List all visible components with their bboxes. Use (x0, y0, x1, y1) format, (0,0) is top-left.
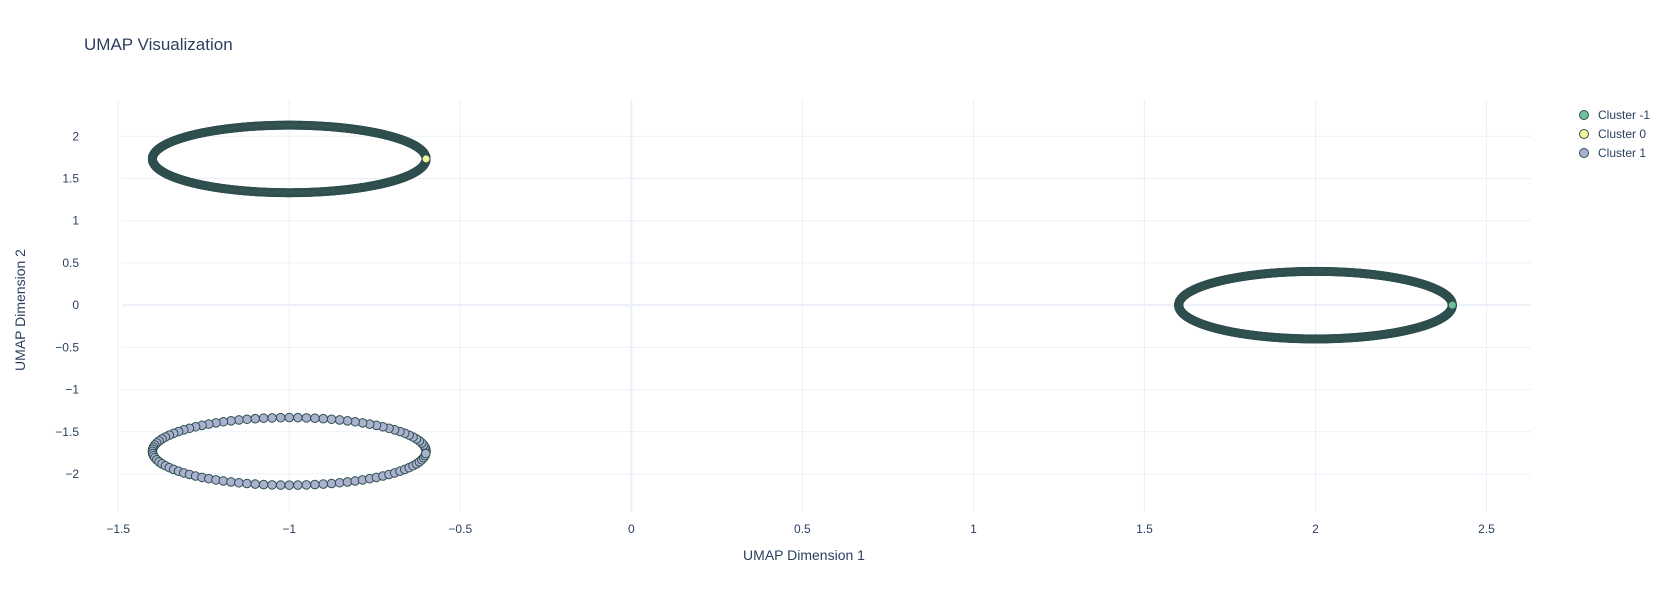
data-point[interactable] (226, 477, 236, 487)
legend[interactable]: Cluster -1 Cluster 0 Cluster 1 (1579, 108, 1651, 160)
legend-item[interactable]: Cluster 1 (1579, 146, 1647, 160)
data-point[interactable] (250, 413, 261, 424)
x-tick-label: 2.5 (1478, 522, 1495, 536)
y-tick-label: 1.5 (62, 172, 79, 186)
data-point[interactable] (284, 480, 295, 490)
legend-label: Cluster 1 (1598, 146, 1646, 160)
data-point[interactable] (301, 480, 312, 490)
data-point[interactable] (334, 477, 345, 488)
y-axis-ticks: −2 −1.5 −1 −0.5 0 0.5 1 1.5 2 (55, 129, 79, 481)
x-tick-label: 0.5 (794, 522, 811, 536)
data-point[interactable] (293, 412, 303, 423)
legend-label: Cluster 0 (1598, 127, 1646, 141)
data-point[interactable] (421, 448, 431, 459)
data-point[interactable] (275, 412, 286, 423)
data-point[interactable] (421, 154, 431, 164)
legend-marker (1579, 129, 1589, 139)
y-tick-label: −1.5 (55, 425, 79, 439)
data-point[interactable] (284, 412, 295, 423)
y-tick-label: −2 (65, 467, 79, 481)
data-point[interactable] (326, 414, 337, 425)
data-point[interactable] (267, 413, 277, 423)
data-point[interactable] (318, 479, 329, 489)
data-point[interactable] (334, 415, 345, 425)
y-tick-label: −1 (65, 383, 79, 397)
data-point[interactable] (310, 479, 320, 490)
data-point[interactable] (234, 477, 244, 488)
legend-item[interactable]: Cluster 0 (1579, 127, 1647, 141)
data-point[interactable] (293, 480, 303, 490)
chart-title: UMAP Visualization (84, 35, 233, 54)
data-point[interactable] (258, 479, 269, 490)
x-tick-label: 1 (970, 522, 977, 536)
legend-marker (1579, 110, 1589, 120)
data-point[interactable] (234, 415, 244, 425)
x-tick-label: −1 (282, 522, 296, 536)
y-tick-label: 2 (72, 129, 79, 143)
data-point[interactable] (318, 413, 329, 424)
x-tick-label: −1.5 (106, 522, 130, 536)
data-point[interactable] (242, 414, 252, 425)
y-axis-title: UMAP Dimension 2 (12, 249, 28, 371)
data-point[interactable] (301, 413, 312, 423)
data-point[interactable] (326, 478, 337, 489)
grid-layer (117, 100, 1531, 512)
data-point[interactable] (258, 413, 269, 424)
data-point[interactable] (1447, 300, 1457, 310)
data-point[interactable] (275, 480, 286, 490)
points-layer (147, 120, 1457, 490)
legend-label: Cluster -1 (1598, 108, 1650, 122)
x-tick-label: 0 (628, 522, 635, 536)
y-tick-label: −0.5 (55, 340, 79, 354)
data-point[interactable] (310, 413, 320, 424)
x-axis-title: UMAP Dimension 1 (743, 547, 865, 563)
data-point[interactable] (267, 480, 277, 490)
y-tick-label: 0 (72, 298, 79, 312)
series-0 (1174, 266, 1457, 344)
data-point[interactable] (342, 416, 353, 426)
data-point[interactable] (242, 478, 252, 489)
y-tick-label: 0.5 (62, 256, 79, 270)
x-tick-label: 2 (1312, 522, 1319, 536)
y-tick-label: 1 (72, 214, 79, 228)
legend-marker (1579, 148, 1589, 158)
data-point[interactable] (250, 479, 261, 489)
x-axis-ticks: −1.5 −1 −0.5 0 0.5 1 1.5 2 2.5 (106, 522, 1495, 536)
legend-item[interactable]: Cluster -1 (1579, 108, 1651, 122)
x-tick-label: 1.5 (1136, 522, 1153, 536)
x-tick-label: −0.5 (448, 522, 472, 536)
